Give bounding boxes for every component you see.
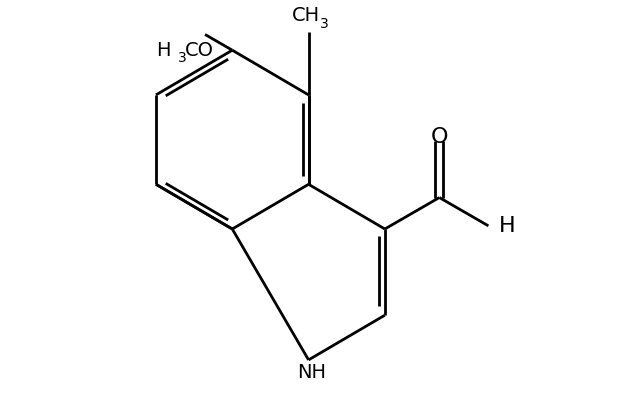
Text: NH: NH bbox=[297, 363, 326, 382]
Text: 3: 3 bbox=[178, 51, 187, 65]
Text: O: O bbox=[431, 127, 448, 147]
Text: H: H bbox=[499, 216, 515, 236]
Text: 3: 3 bbox=[320, 17, 329, 31]
Text: H: H bbox=[157, 41, 171, 60]
Text: CO: CO bbox=[186, 41, 214, 60]
Text: CH: CH bbox=[292, 6, 320, 25]
